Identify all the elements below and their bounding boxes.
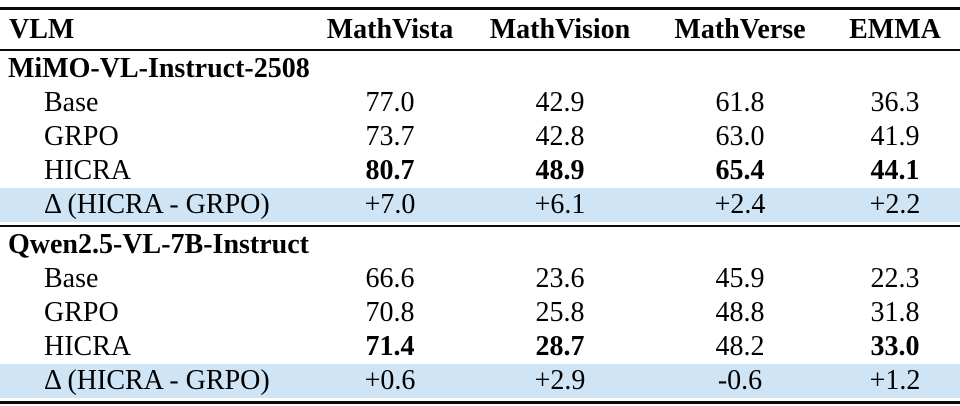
cell-mathvision: 23.6 bbox=[535, 263, 585, 294]
cell-mathvision: 25.8 bbox=[535, 297, 585, 328]
table-row-hicra: HICRA 71.4 28.7 48.2 33.0 bbox=[0, 330, 960, 364]
cell-mathvista: 77.0 bbox=[365, 87, 415, 118]
cell-mathverse: 45.9 bbox=[715, 263, 765, 294]
table-row-grpo: GRPO 73.7 42.8 63.0 41.9 bbox=[0, 120, 960, 154]
cell-mathvista: 71.4 bbox=[365, 331, 415, 362]
column-header-mathvista: MathVista bbox=[310, 10, 470, 51]
cell-mathvision: 42.8 bbox=[535, 121, 585, 152]
section-title-text: MiMO-VL-Instruct-2508 bbox=[8, 52, 310, 84]
cell-emma: 41.9 bbox=[870, 121, 920, 152]
cell-mathvision: 28.7 bbox=[535, 331, 585, 362]
cell-mathverse: 63.0 bbox=[715, 121, 765, 152]
row-label: GRPO bbox=[44, 121, 119, 152]
section-title-text: Qwen2.5-VL-7B-Instruct bbox=[0, 225, 960, 262]
cell-mathvision: +2.9 bbox=[470, 364, 650, 401]
table-row-base: Base 66.6 23.6 45.9 22.3 bbox=[0, 262, 960, 296]
cell-emma: 33.0 bbox=[870, 331, 920, 362]
cell-mathverse: 61.8 bbox=[715, 87, 765, 118]
column-header-mathvision: MathVision bbox=[470, 10, 650, 51]
vlm-benchmark-table: VLM MathVista MathVision MathVerse EMMA … bbox=[0, 7, 960, 404]
row-label: Δ (HICRA - GRPO) bbox=[0, 188, 310, 225]
cell-mathvista: +7.0 bbox=[310, 188, 470, 225]
cell-emma: 36.3 bbox=[870, 87, 920, 118]
row-label: GRPO bbox=[44, 297, 119, 328]
header-row: VLM MathVista MathVision MathVerse EMMA bbox=[0, 10, 960, 51]
cell-mathvista: +0.6 bbox=[310, 364, 470, 401]
cell-mathvista: 80.7 bbox=[365, 155, 415, 186]
cell-emma: 22.3 bbox=[870, 263, 920, 294]
row-label: HICRA bbox=[44, 331, 132, 362]
cell-mathverse: 48.8 bbox=[715, 297, 765, 328]
cell-emma: +2.2 bbox=[830, 188, 960, 225]
row-label: Δ (HICRA - GRPO) bbox=[0, 364, 310, 401]
cell-mathverse: +2.4 bbox=[650, 188, 830, 225]
cell-emma: +1.2 bbox=[830, 364, 960, 401]
cell-mathverse: 48.2 bbox=[715, 331, 765, 362]
table-row-hicra: HICRA 80.7 48.9 65.4 44.1 bbox=[0, 154, 960, 188]
cell-mathvista: 66.6 bbox=[365, 263, 415, 294]
cell-mathvista: 70.8 bbox=[365, 297, 415, 328]
cell-mathvision: +6.1 bbox=[470, 188, 650, 225]
row-label: Base bbox=[44, 263, 99, 294]
cell-mathvision: 48.9 bbox=[535, 155, 585, 186]
cell-emma: 31.8 bbox=[870, 297, 920, 328]
cell-mathvista: 73.7 bbox=[365, 121, 415, 152]
section-title-mimo: MiMO-VL-Instruct-2508 bbox=[0, 51, 960, 86]
cell-mathvision: 42.9 bbox=[535, 87, 585, 118]
table-row-delta: Δ (HICRA - GRPO) +0.6 +2.9 -0.6 +1.2 bbox=[0, 364, 960, 401]
cell-emma: 44.1 bbox=[870, 155, 920, 186]
column-header-vlm: VLM bbox=[0, 10, 310, 51]
column-header-emma: EMMA bbox=[830, 10, 960, 51]
cell-mathverse: 65.4 bbox=[715, 155, 765, 186]
section-title-qwen: Qwen2.5-VL-7B-Instruct bbox=[0, 225, 960, 262]
table-row-base: Base 77.0 42.9 61.8 36.3 bbox=[0, 86, 960, 120]
cell-mathverse: -0.6 bbox=[650, 364, 830, 401]
row-label: HICRA bbox=[44, 155, 132, 186]
table-row-delta: Δ (HICRA - GRPO) +7.0 +6.1 +2.4 +2.2 bbox=[0, 188, 960, 225]
column-header-mathverse: MathVerse bbox=[650, 10, 830, 51]
table-row-grpo: GRPO 70.8 25.8 48.8 31.8 bbox=[0, 296, 960, 330]
row-label: Base bbox=[44, 87, 99, 118]
